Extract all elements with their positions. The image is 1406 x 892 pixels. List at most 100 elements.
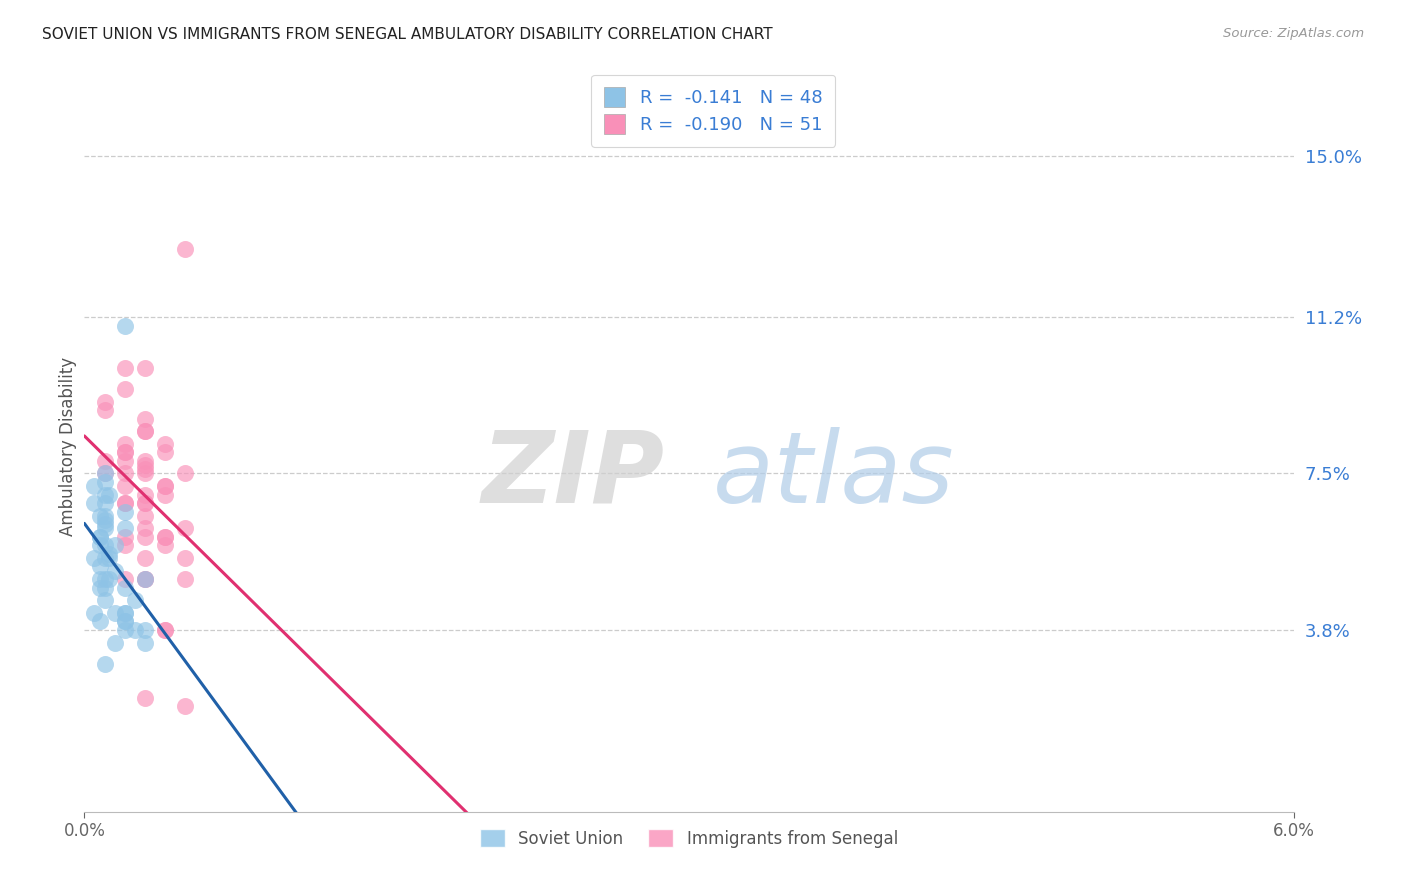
- Point: [134, 496, 156, 510]
- Point: [114, 382, 136, 396]
- Point: [89, 615, 111, 629]
- Point: [114, 538, 136, 552]
- Point: [114, 437, 136, 451]
- Point: [89, 530, 111, 544]
- Point: [114, 479, 136, 493]
- Point: [134, 462, 156, 476]
- Point: [93, 508, 115, 523]
- Point: [134, 424, 156, 438]
- Point: [93, 488, 115, 502]
- Point: [153, 479, 176, 493]
- Point: [134, 411, 156, 425]
- Point: [134, 508, 156, 523]
- Point: [97, 488, 120, 502]
- Point: [83, 551, 105, 566]
- Point: [93, 513, 115, 527]
- Point: [134, 572, 156, 586]
- Point: [114, 496, 136, 510]
- Point: [89, 572, 111, 586]
- Point: [134, 623, 156, 637]
- Text: atlas: atlas: [713, 426, 955, 524]
- Point: [97, 547, 120, 561]
- Y-axis label: Ambulatory Disability: Ambulatory Disability: [59, 357, 77, 535]
- Point: [83, 606, 105, 620]
- Point: [104, 635, 127, 649]
- Point: [114, 572, 136, 586]
- Point: [89, 530, 111, 544]
- Point: [93, 467, 115, 481]
- Point: [93, 572, 115, 586]
- Point: [134, 551, 156, 566]
- Point: [124, 623, 146, 637]
- Point: [104, 606, 127, 620]
- Point: [134, 690, 156, 705]
- Point: [93, 593, 115, 607]
- Point: [153, 623, 176, 637]
- Point: [174, 521, 197, 535]
- Point: [174, 572, 197, 586]
- Point: [153, 445, 176, 459]
- Point: [93, 496, 115, 510]
- Point: [114, 606, 136, 620]
- Point: [153, 479, 176, 493]
- Point: [93, 581, 115, 595]
- Point: [89, 538, 111, 552]
- Legend: Soviet Union, Immigrants from Senegal: Soviet Union, Immigrants from Senegal: [474, 822, 904, 855]
- Point: [114, 360, 136, 375]
- Text: Source: ZipAtlas.com: Source: ZipAtlas.com: [1223, 27, 1364, 40]
- Point: [114, 623, 136, 637]
- Point: [134, 635, 156, 649]
- Point: [89, 559, 111, 574]
- Point: [114, 318, 136, 333]
- Point: [114, 445, 136, 459]
- Point: [134, 572, 156, 586]
- Point: [124, 593, 146, 607]
- Point: [114, 467, 136, 481]
- Point: [97, 551, 120, 566]
- Point: [114, 615, 136, 629]
- Point: [174, 243, 197, 257]
- Point: [93, 657, 115, 671]
- Point: [93, 521, 115, 535]
- Point: [153, 623, 176, 637]
- Point: [153, 530, 176, 544]
- Point: [174, 467, 197, 481]
- Point: [114, 581, 136, 595]
- Point: [134, 488, 156, 502]
- Point: [114, 445, 136, 459]
- Point: [93, 394, 115, 409]
- Point: [114, 454, 136, 468]
- Text: SOVIET UNION VS IMMIGRANTS FROM SENEGAL AMBULATORY DISABILITY CORRELATION CHART: SOVIET UNION VS IMMIGRANTS FROM SENEGAL …: [42, 27, 773, 42]
- Point: [134, 424, 156, 438]
- Point: [97, 572, 120, 586]
- Point: [93, 467, 115, 481]
- Point: [114, 521, 136, 535]
- Point: [134, 496, 156, 510]
- Point: [93, 517, 115, 532]
- Point: [153, 538, 176, 552]
- Point: [134, 467, 156, 481]
- Point: [153, 437, 176, 451]
- Point: [93, 538, 115, 552]
- Point: [153, 530, 176, 544]
- Point: [114, 615, 136, 629]
- Point: [104, 538, 127, 552]
- Point: [134, 458, 156, 472]
- Point: [114, 530, 136, 544]
- Point: [93, 551, 115, 566]
- Point: [89, 508, 111, 523]
- Text: ZIP: ZIP: [482, 426, 665, 524]
- Point: [83, 479, 105, 493]
- Point: [134, 530, 156, 544]
- Point: [114, 496, 136, 510]
- Point: [93, 403, 115, 417]
- Point: [174, 699, 197, 714]
- Point: [134, 454, 156, 468]
- Point: [134, 360, 156, 375]
- Point: [93, 475, 115, 489]
- Point: [104, 564, 127, 578]
- Point: [134, 572, 156, 586]
- Point: [134, 521, 156, 535]
- Point: [114, 504, 136, 518]
- Point: [174, 551, 197, 566]
